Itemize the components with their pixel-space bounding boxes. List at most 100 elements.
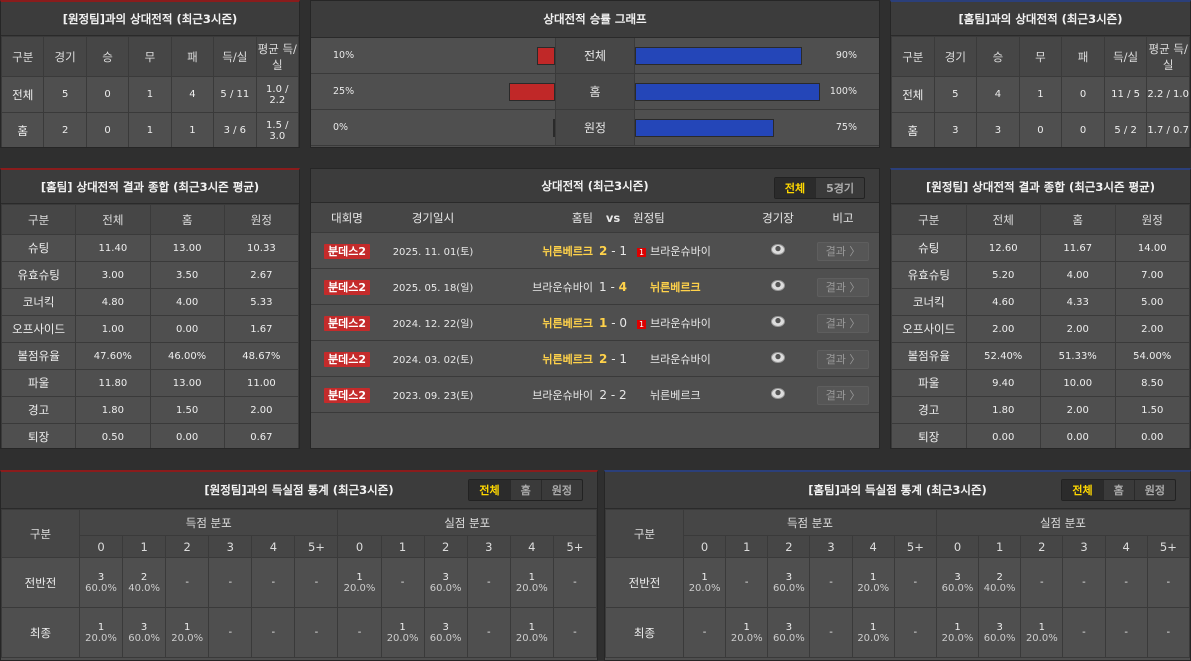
cell: 1 20.0% (509, 557, 554, 608)
bucket-header: 3 (809, 535, 853, 558)
cell: - (294, 607, 339, 658)
count: - (829, 627, 833, 638)
cell: 0.00 (1114, 423, 1190, 448)
goals-filter-toggle: 전체 홈 원정 (468, 479, 583, 501)
match-row[interactable]: 분데스2 2025. 05. 18(일) 브라운슈바이 1 - 4 뉘른베르크 결과 〉 (311, 269, 879, 305)
cell: 2.00 (1040, 396, 1116, 424)
score-separator: - (606, 279, 619, 294)
match-row[interactable]: 분데스2 2024. 12. 22(일) 뉘른베르크 1 - 0 1 브라운슈바이 결과 〉 (311, 305, 879, 341)
bucket-row: 0 1 2 3 4 5+ 0 1 2 3 4 5+ (2, 535, 597, 558)
tab-away[interactable]: 원정 (540, 480, 582, 500)
match-row[interactable]: 분데스2 2025. 11. 01(토) 뉘른베르크 2 - 1 1 브라운슈바이 결과 〉 (311, 233, 879, 269)
cell: 1 (170, 112, 215, 147)
home-score: 2 (599, 387, 608, 402)
stadium-cell (743, 243, 813, 258)
cell: 1 20.0% (1020, 607, 1064, 658)
table-row: 전반전 3 60.0% 2 40.0% - - - -1 20.0% -3 60.0% -1 20.0% - (1, 557, 597, 608)
away-team[interactable]: 브라운슈바이 (650, 352, 711, 366)
column-header: 구분 (1, 509, 80, 558)
panel-title: 상대전적 (최근3시즌) (541, 178, 649, 193)
cell: 1.80 (75, 396, 151, 424)
cell: 3 60.0% (423, 607, 468, 658)
cell: 0.00 (965, 423, 1041, 448)
home-team[interactable]: 뉘른베르크 (542, 244, 593, 258)
tab-home[interactable]: 홈 (509, 480, 541, 500)
count: - (913, 577, 918, 588)
count: 1 (528, 621, 535, 633)
result-button[interactable]: 결과 〉 (816, 277, 870, 297)
cell: - (552, 607, 597, 658)
league-badge[interactable]: 분데스2 (323, 351, 370, 367)
cell: 1 20.0% (851, 557, 895, 608)
cell: 1.50 (1114, 396, 1190, 424)
percent: 20.0% (857, 632, 890, 644)
home-summary-table: 구분 전체 홈 원정 슈팅 12.60 11.67 14.00 유효슈팅 5.20 4.00 7.00… (891, 204, 1190, 448)
col-stadium: 경기장 (762, 210, 794, 225)
away-team[interactable]: 뉘른베르크 (650, 388, 701, 402)
bucket-header: 0 (337, 535, 382, 558)
cell: 0 (85, 76, 130, 113)
graph-row: 0% 원정 75% (311, 110, 879, 146)
league-badge[interactable]: 분데스2 (323, 315, 370, 331)
tab-all[interactable]: 전체 (1062, 480, 1103, 500)
stadium-icon[interactable] (771, 279, 785, 291)
home-winrate: 100% (829, 86, 857, 97)
stadium-icon[interactable] (771, 351, 785, 363)
tab-all[interactable]: 전체 (774, 178, 816, 198)
panel-title: [원정팀]과의 득실점 통계 (최근3시즌) (204, 483, 394, 497)
header-row: 구분 경기 승 무 패 득/실 평균 득/실 (1, 36, 299, 77)
away-team[interactable]: 뉘른베르크 (650, 280, 701, 294)
league-badge[interactable]: 분데스2 (323, 243, 370, 259)
result-button[interactable]: 결과 〉 (816, 313, 870, 333)
home-team[interactable]: 뉘른베르크 (542, 316, 593, 330)
table-row: 유효슈팅 3.00 3.50 2.67 (1, 261, 299, 289)
league-badge[interactable]: 분데스2 (323, 387, 370, 403)
away-team[interactable]: 브라운슈바이 (650, 316, 711, 330)
count: - (271, 577, 276, 588)
bucket-header: 2 (423, 535, 468, 558)
count: - (1082, 577, 1086, 588)
winrate-graph: 10% 전체 90% 25% 홈 100% 0% 원정 75% (311, 38, 879, 146)
result-button[interactable]: 결과 〉 (816, 385, 870, 405)
home-team[interactable]: 뉘른베르크 (542, 352, 593, 366)
count: - (1124, 577, 1128, 588)
column-header: 경기 (933, 36, 978, 77)
cell: 5.33 (223, 288, 299, 316)
away-team[interactable]: 브라운슈바이 (650, 244, 711, 258)
table-row: 볼점유율 47.60% 46.00% 48.67% (1, 342, 299, 370)
scored-header: 득점 분포 (78, 509, 339, 536)
home-team[interactable]: 브라운슈바이 (532, 280, 593, 294)
result-button[interactable]: 결과 〉 (816, 349, 870, 369)
stadium-icon[interactable] (771, 315, 785, 327)
note-cell: 결과 〉 (813, 349, 873, 369)
match-row[interactable]: 분데스2 2023. 09. 23(토) 브라운슈바이 2 - 2 뉘른베르크 결과 〉 (311, 377, 879, 413)
table-row: 오프사이드 2.00 2.00 2.00 (891, 315, 1190, 343)
league-cell: 분데스2 (311, 387, 383, 403)
tab-all[interactable]: 전체 (469, 480, 510, 500)
away-cell: 브라운슈바이 (633, 351, 743, 367)
row-label: 볼점유율 (891, 342, 967, 370)
percent: 20.0% (730, 632, 763, 644)
count: 3 (97, 571, 105, 583)
row-label: 최종 (1, 607, 80, 658)
column-header: 패 (170, 36, 215, 77)
column-header: 승 (976, 36, 1020, 77)
cell: 4.80 (75, 288, 151, 316)
column-header: 홈 (1040, 204, 1116, 235)
home-winrate: 75% (835, 122, 857, 133)
column-header: 득/실 (213, 36, 257, 77)
stadium-cell (743, 351, 813, 366)
stadium-icon[interactable] (771, 387, 785, 399)
tab-home[interactable]: 홈 (1102, 480, 1134, 500)
home-team[interactable]: 브라운슈바이 (532, 388, 593, 402)
result-button[interactable]: 결과 〉 (816, 241, 870, 261)
stadium-icon[interactable] (771, 243, 785, 255)
cell: 1.00 (75, 315, 151, 343)
match-row[interactable]: 분데스2 2024. 03. 02(토) 뉘른베르크 2 - 1 브라운슈바이 결과 〉 (311, 341, 879, 377)
matches-filter-toggle: 전체 5경기 (773, 177, 865, 199)
league-badge[interactable]: 분데스2 (323, 279, 370, 295)
tab-5-games[interactable]: 5경기 (815, 178, 864, 198)
home-summary-panel: [원정팀] 상대전적 결과 종합 (최근3시즌 평균) 구분 전체 홈 원정 슈팅 12.… (890, 168, 1191, 449)
tab-away[interactable]: 원정 (1133, 480, 1175, 500)
